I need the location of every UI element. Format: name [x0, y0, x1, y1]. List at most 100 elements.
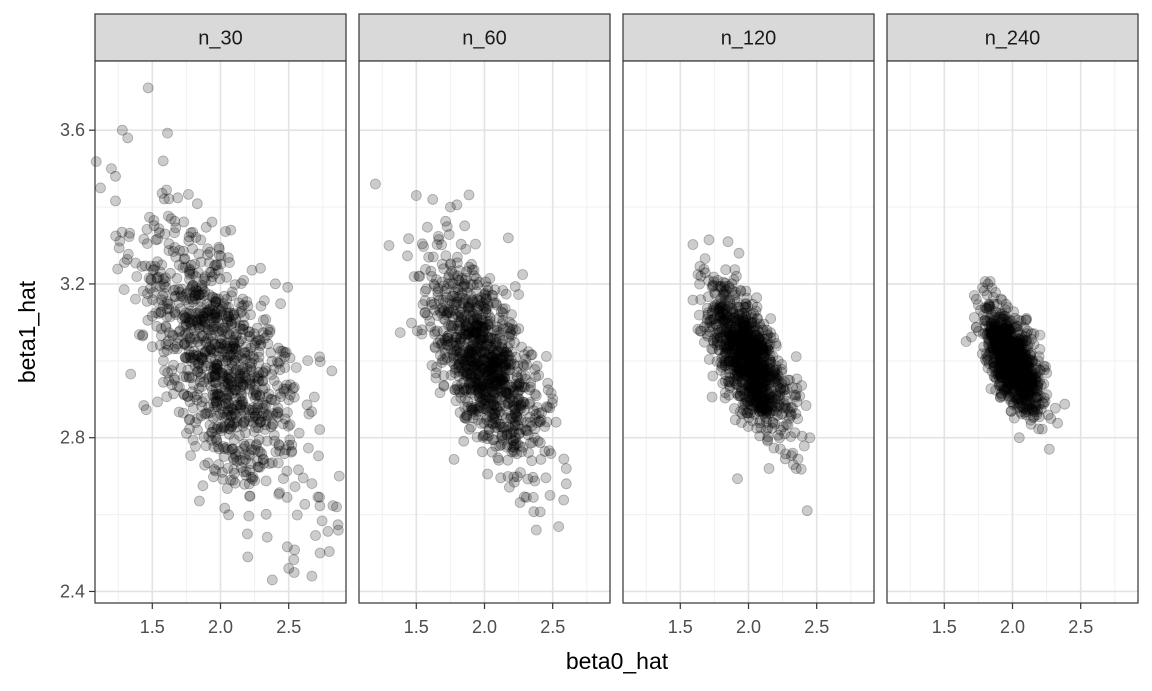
data-point — [252, 445, 264, 457]
data-point — [534, 506, 546, 518]
data-point — [410, 190, 422, 201]
facet-strip-label: n_30 — [198, 28, 243, 50]
data-point — [1016, 385, 1027, 397]
data-point — [149, 260, 161, 272]
data-point — [771, 401, 783, 413]
data-point — [185, 227, 197, 239]
data-point — [760, 403, 772, 415]
data-point — [446, 265, 457, 277]
data-point — [752, 339, 763, 351]
data-point — [222, 317, 234, 329]
data-point — [513, 289, 524, 300]
data-point — [201, 345, 213, 357]
data-point — [299, 498, 311, 510]
data-point — [1023, 400, 1035, 412]
x-tick-label: 2.5 — [1068, 617, 1093, 637]
data-point — [332, 519, 344, 531]
data-point — [229, 384, 241, 396]
data-point — [215, 382, 227, 394]
data-point — [122, 132, 134, 144]
data-point — [687, 294, 699, 306]
data-point — [254, 446, 266, 458]
data-point — [206, 266, 217, 278]
data-point — [162, 298, 174, 310]
data-point — [253, 434, 265, 446]
data-point — [153, 271, 165, 283]
data-point — [210, 293, 222, 305]
data-point — [263, 458, 275, 470]
data-point — [177, 262, 189, 274]
data-point — [250, 440, 262, 451]
data-point — [281, 465, 293, 477]
data-point — [146, 310, 158, 322]
data-point — [154, 266, 166, 278]
data-point — [195, 371, 207, 383]
data-point — [196, 281, 208, 293]
data-point — [234, 335, 246, 347]
data-point — [278, 385, 290, 397]
data-point — [801, 505, 813, 517]
data-point — [200, 440, 212, 452]
data-point — [141, 295, 153, 307]
data-point — [782, 402, 793, 414]
data-point — [150, 234, 162, 246]
data-point — [162, 296, 173, 308]
data-point — [261, 531, 273, 543]
data-point — [478, 332, 490, 344]
data-point — [314, 351, 326, 363]
data-point — [197, 283, 209, 295]
data-point — [184, 266, 195, 278]
data-point — [988, 337, 999, 349]
data-point — [266, 574, 278, 586]
data-point — [521, 491, 532, 503]
data-point — [500, 387, 512, 399]
data-point — [239, 449, 251, 460]
data-point — [196, 396, 208, 408]
data-point — [228, 454, 240, 466]
data-point — [178, 320, 190, 332]
data-point — [247, 350, 259, 362]
data-point — [172, 192, 184, 204]
data-point — [215, 303, 227, 315]
data-point — [462, 317, 474, 329]
gridlines — [95, 61, 346, 603]
data-point — [201, 310, 213, 322]
data-point — [184, 317, 196, 328]
data-point — [226, 371, 237, 383]
data-point — [1013, 401, 1025, 413]
data-point — [163, 303, 175, 315]
data-point — [131, 271, 143, 282]
x-tick-label: 2.5 — [804, 617, 829, 637]
data-point — [433, 294, 445, 306]
data-point — [119, 257, 130, 269]
data-point — [191, 198, 203, 210]
data-point — [257, 314, 269, 326]
data-point — [173, 283, 185, 295]
data-point — [558, 453, 570, 465]
data-point — [438, 370, 450, 382]
data-point — [213, 249, 225, 261]
data-point — [1039, 364, 1050, 376]
data-point — [206, 291, 218, 303]
data-point — [541, 350, 552, 362]
data-point — [253, 373, 265, 385]
data-point — [529, 475, 541, 487]
data-point — [209, 338, 221, 350]
data-point — [237, 420, 249, 432]
x-tick-label: 1.5 — [404, 617, 429, 637]
data-point — [244, 490, 256, 502]
data-point — [216, 400, 228, 412]
data-point — [130, 293, 141, 305]
data-point — [310, 530, 321, 541]
data-point — [465, 383, 477, 395]
data-point — [284, 352, 296, 364]
data-point — [800, 400, 812, 411]
data-point — [233, 446, 245, 457]
data-point — [260, 313, 272, 325]
data-point — [238, 404, 250, 416]
data-point — [243, 374, 255, 386]
data-point — [230, 392, 242, 404]
data-point — [165, 213, 177, 225]
data-point — [226, 443, 238, 455]
data-point — [723, 312, 734, 324]
